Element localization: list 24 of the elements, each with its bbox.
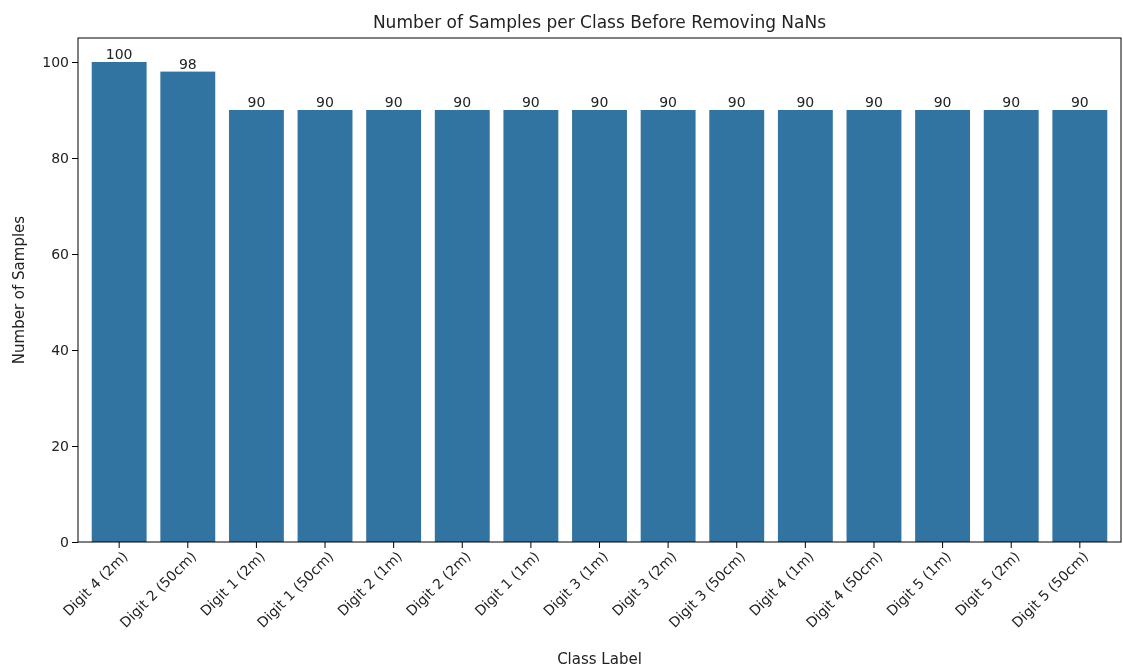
data-label: 90 (521, 94, 540, 110)
chart-title: Number of Samples per Class Before Removing NaNs (372, 12, 827, 32)
data-label: 90 (316, 94, 334, 110)
data-label: 90 (796, 94, 815, 110)
y-axis-title: Number of Samples (10, 215, 28, 365)
data-label: 100 (105, 46, 133, 62)
y-tick-label: 40 (51, 341, 69, 358)
data-label: 90 (384, 94, 403, 110)
y-tick-label: 60 (51, 245, 69, 262)
x-axis-title: Class Label (557, 650, 642, 668)
data-label: 98 (178, 55, 197, 72)
data-label: 90 (659, 94, 678, 110)
y-tick-label: 20 (51, 437, 69, 454)
data-label: 90 (1070, 94, 1089, 110)
y-tick-label: 0 (60, 533, 69, 550)
data-label: 90 (590, 94, 609, 110)
data-label: 90 (727, 94, 746, 110)
data-label: 90 (1002, 94, 1021, 110)
y-tick-label: 80 (51, 149, 69, 166)
data-label: 90 (247, 94, 266, 110)
data-label: 90 (933, 94, 952, 110)
data-label: 90 (865, 94, 883, 110)
y-tick-label: 100 (42, 53, 69, 70)
data-label: 90 (453, 94, 472, 110)
